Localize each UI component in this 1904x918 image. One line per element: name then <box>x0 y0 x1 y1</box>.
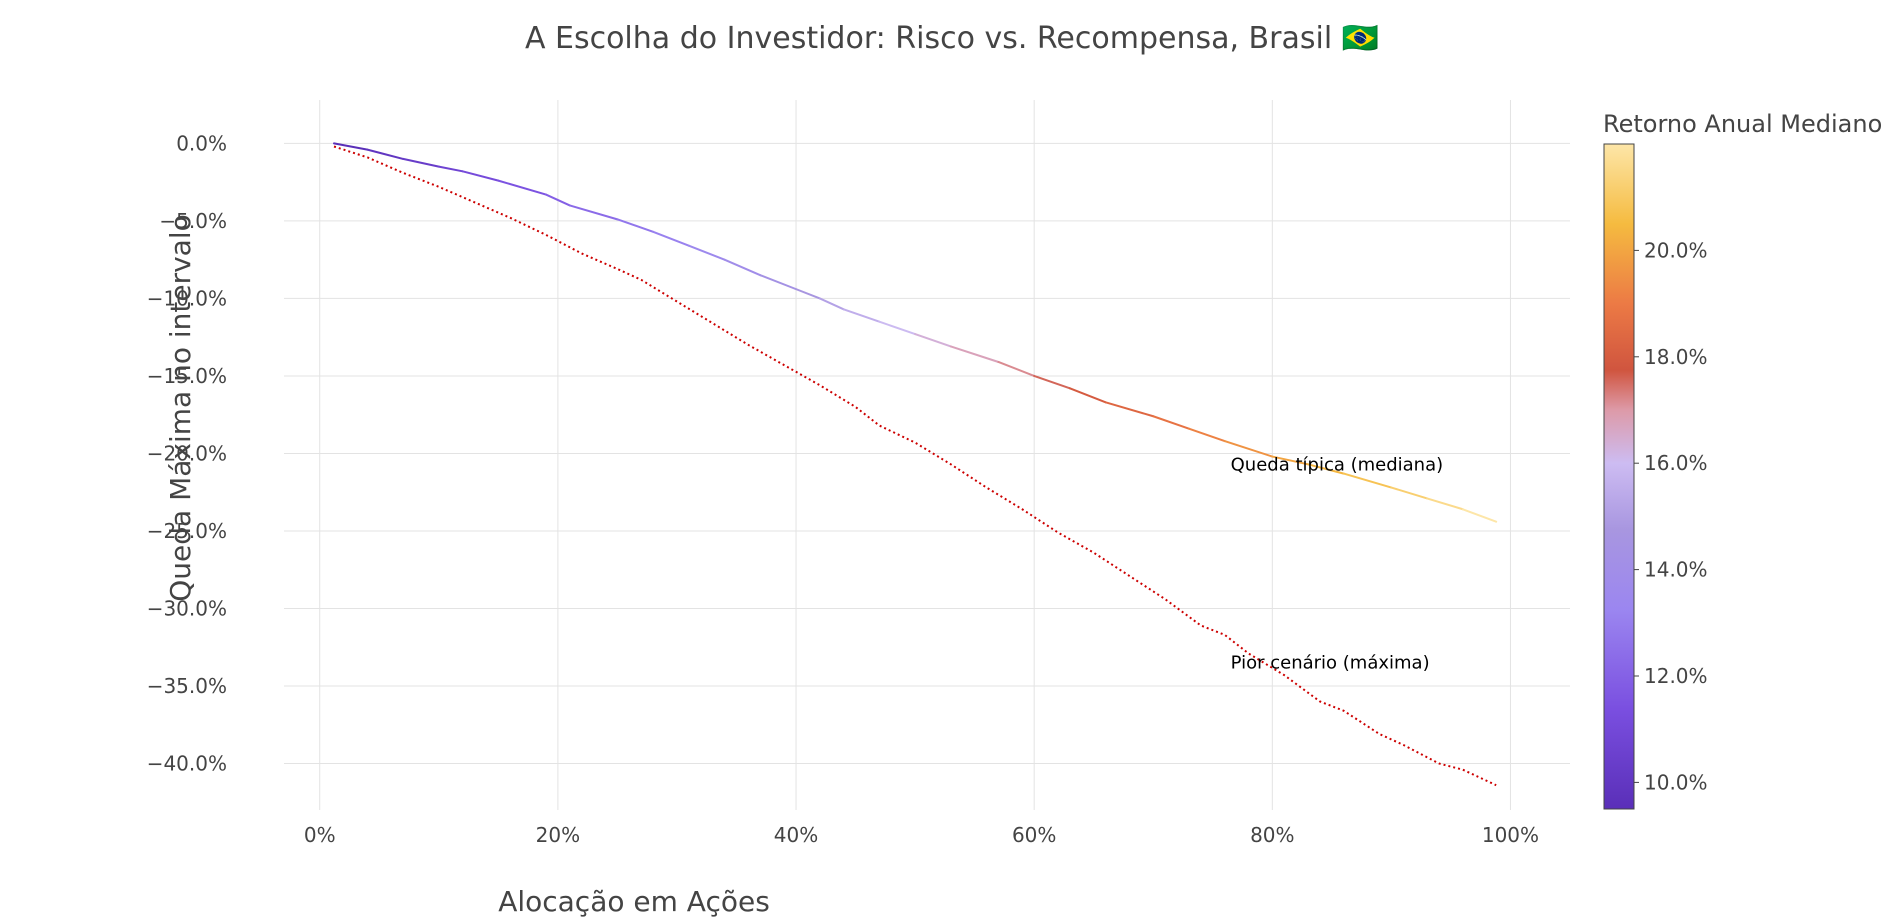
y-tick-label: −35.0% <box>147 674 227 698</box>
median-line-segment <box>333 142 369 151</box>
y-tick-label: 0.0% <box>176 131 227 155</box>
median-line-segment <box>1033 374 1071 390</box>
series-layer <box>333 142 1498 787</box>
median-line-segment <box>949 345 1000 363</box>
median-line-segment <box>842 308 881 323</box>
colorbar-tick-label: 10.0% <box>1644 770 1708 794</box>
median-line-segment <box>497 179 547 196</box>
y-tick-label: −20.0% <box>147 441 227 465</box>
y-axis-title: Queda Máxima no intervalo <box>164 214 197 602</box>
median-line-segment <box>402 157 440 168</box>
x-axis-ticks: 0% 20% 40% 60% 80% 100% <box>304 823 1539 847</box>
median-line-segment <box>1461 508 1498 523</box>
annotations: Queda típica (mediana) Pior cenário (máxi… <box>1231 454 1444 673</box>
median-line-segment <box>878 320 917 336</box>
median-line-segment <box>1152 415 1190 430</box>
colorbar-tick-label: 14.0% <box>1644 558 1708 582</box>
y-tick-label: −30.0% <box>147 596 227 620</box>
median-line-segment <box>461 170 500 182</box>
median-drawdown-line <box>333 142 1498 523</box>
x-axis-title: Alocação em Ações <box>498 885 770 918</box>
median-line-segment <box>723 258 762 277</box>
median-line-segment <box>1068 387 1107 404</box>
median-line-segment <box>544 193 571 207</box>
colorbar-tick-label: 16.0% <box>1644 451 1708 475</box>
median-line-segment <box>1307 463 1345 475</box>
colorbar-gradient <box>1603 143 1635 810</box>
median-line-segment <box>437 165 464 173</box>
median-line-segment <box>1187 427 1226 443</box>
annotation-label: Queda típica (mediana) <box>1231 454 1444 475</box>
colorbar-tick-label: 20.0% <box>1644 238 1708 262</box>
worst-case-drawdown-line <box>333 145 1497 787</box>
median-line-segment <box>818 297 845 311</box>
colorbar: Retorno Anual Mediano 10.0% 12.0% 14.0% 16.… <box>1603 110 1882 810</box>
grid <box>284 100 1570 810</box>
y-tick-label: −25.0% <box>147 519 227 543</box>
median-line-segment <box>366 148 405 160</box>
colorbar-ticks: 10.0% 12.0% 14.0% 16.0% 18.0% 20.0% <box>1634 238 1708 794</box>
median-line-segment <box>1426 497 1464 511</box>
x-tick-label: 80% <box>1250 823 1294 847</box>
x-tick-label: 100% <box>1482 823 1539 847</box>
median-line-segment <box>687 244 726 261</box>
median-line-segment <box>1223 440 1274 458</box>
median-line-segment <box>1271 455 1310 466</box>
colorbar-tick-label: 18.0% <box>1644 345 1708 369</box>
y-tick-label: −40.0% <box>147 751 227 775</box>
median-line-segment <box>795 288 821 300</box>
y-tick-label: −5.0% <box>159 209 227 233</box>
y-tick-label: −10.0% <box>147 286 227 310</box>
y-axis-ticks: 0.0% −5.0% −10.0% −15.0% −20.0% −25.0% −30.0% −… <box>147 131 227 775</box>
median-line-segment <box>1342 472 1393 489</box>
median-line-segment <box>914 333 952 348</box>
x-tick-label: 60% <box>1012 823 1056 847</box>
median-line-segment <box>1104 401 1155 418</box>
median-line-segment <box>568 204 619 221</box>
median-line-segment <box>759 274 798 291</box>
colorbar-title: Retorno Anual Mediano <box>1603 110 1882 138</box>
x-tick-label: 40% <box>774 823 818 847</box>
median-line-segment <box>616 218 655 233</box>
colorbar-tick-label: 12.0% <box>1644 664 1708 688</box>
median-line-segment <box>1390 486 1429 500</box>
x-tick-label: 20% <box>536 823 580 847</box>
annotation-label: Pior cenário (máxima) <box>1231 653 1430 674</box>
median-line-segment <box>652 230 690 247</box>
x-tick-label: 0% <box>304 823 336 847</box>
y-tick-label: −15.0% <box>147 364 227 388</box>
median-line-segment <box>997 360 1036 377</box>
chart-title: A Escolha do Investidor: Risco vs. Recom… <box>525 21 1379 56</box>
